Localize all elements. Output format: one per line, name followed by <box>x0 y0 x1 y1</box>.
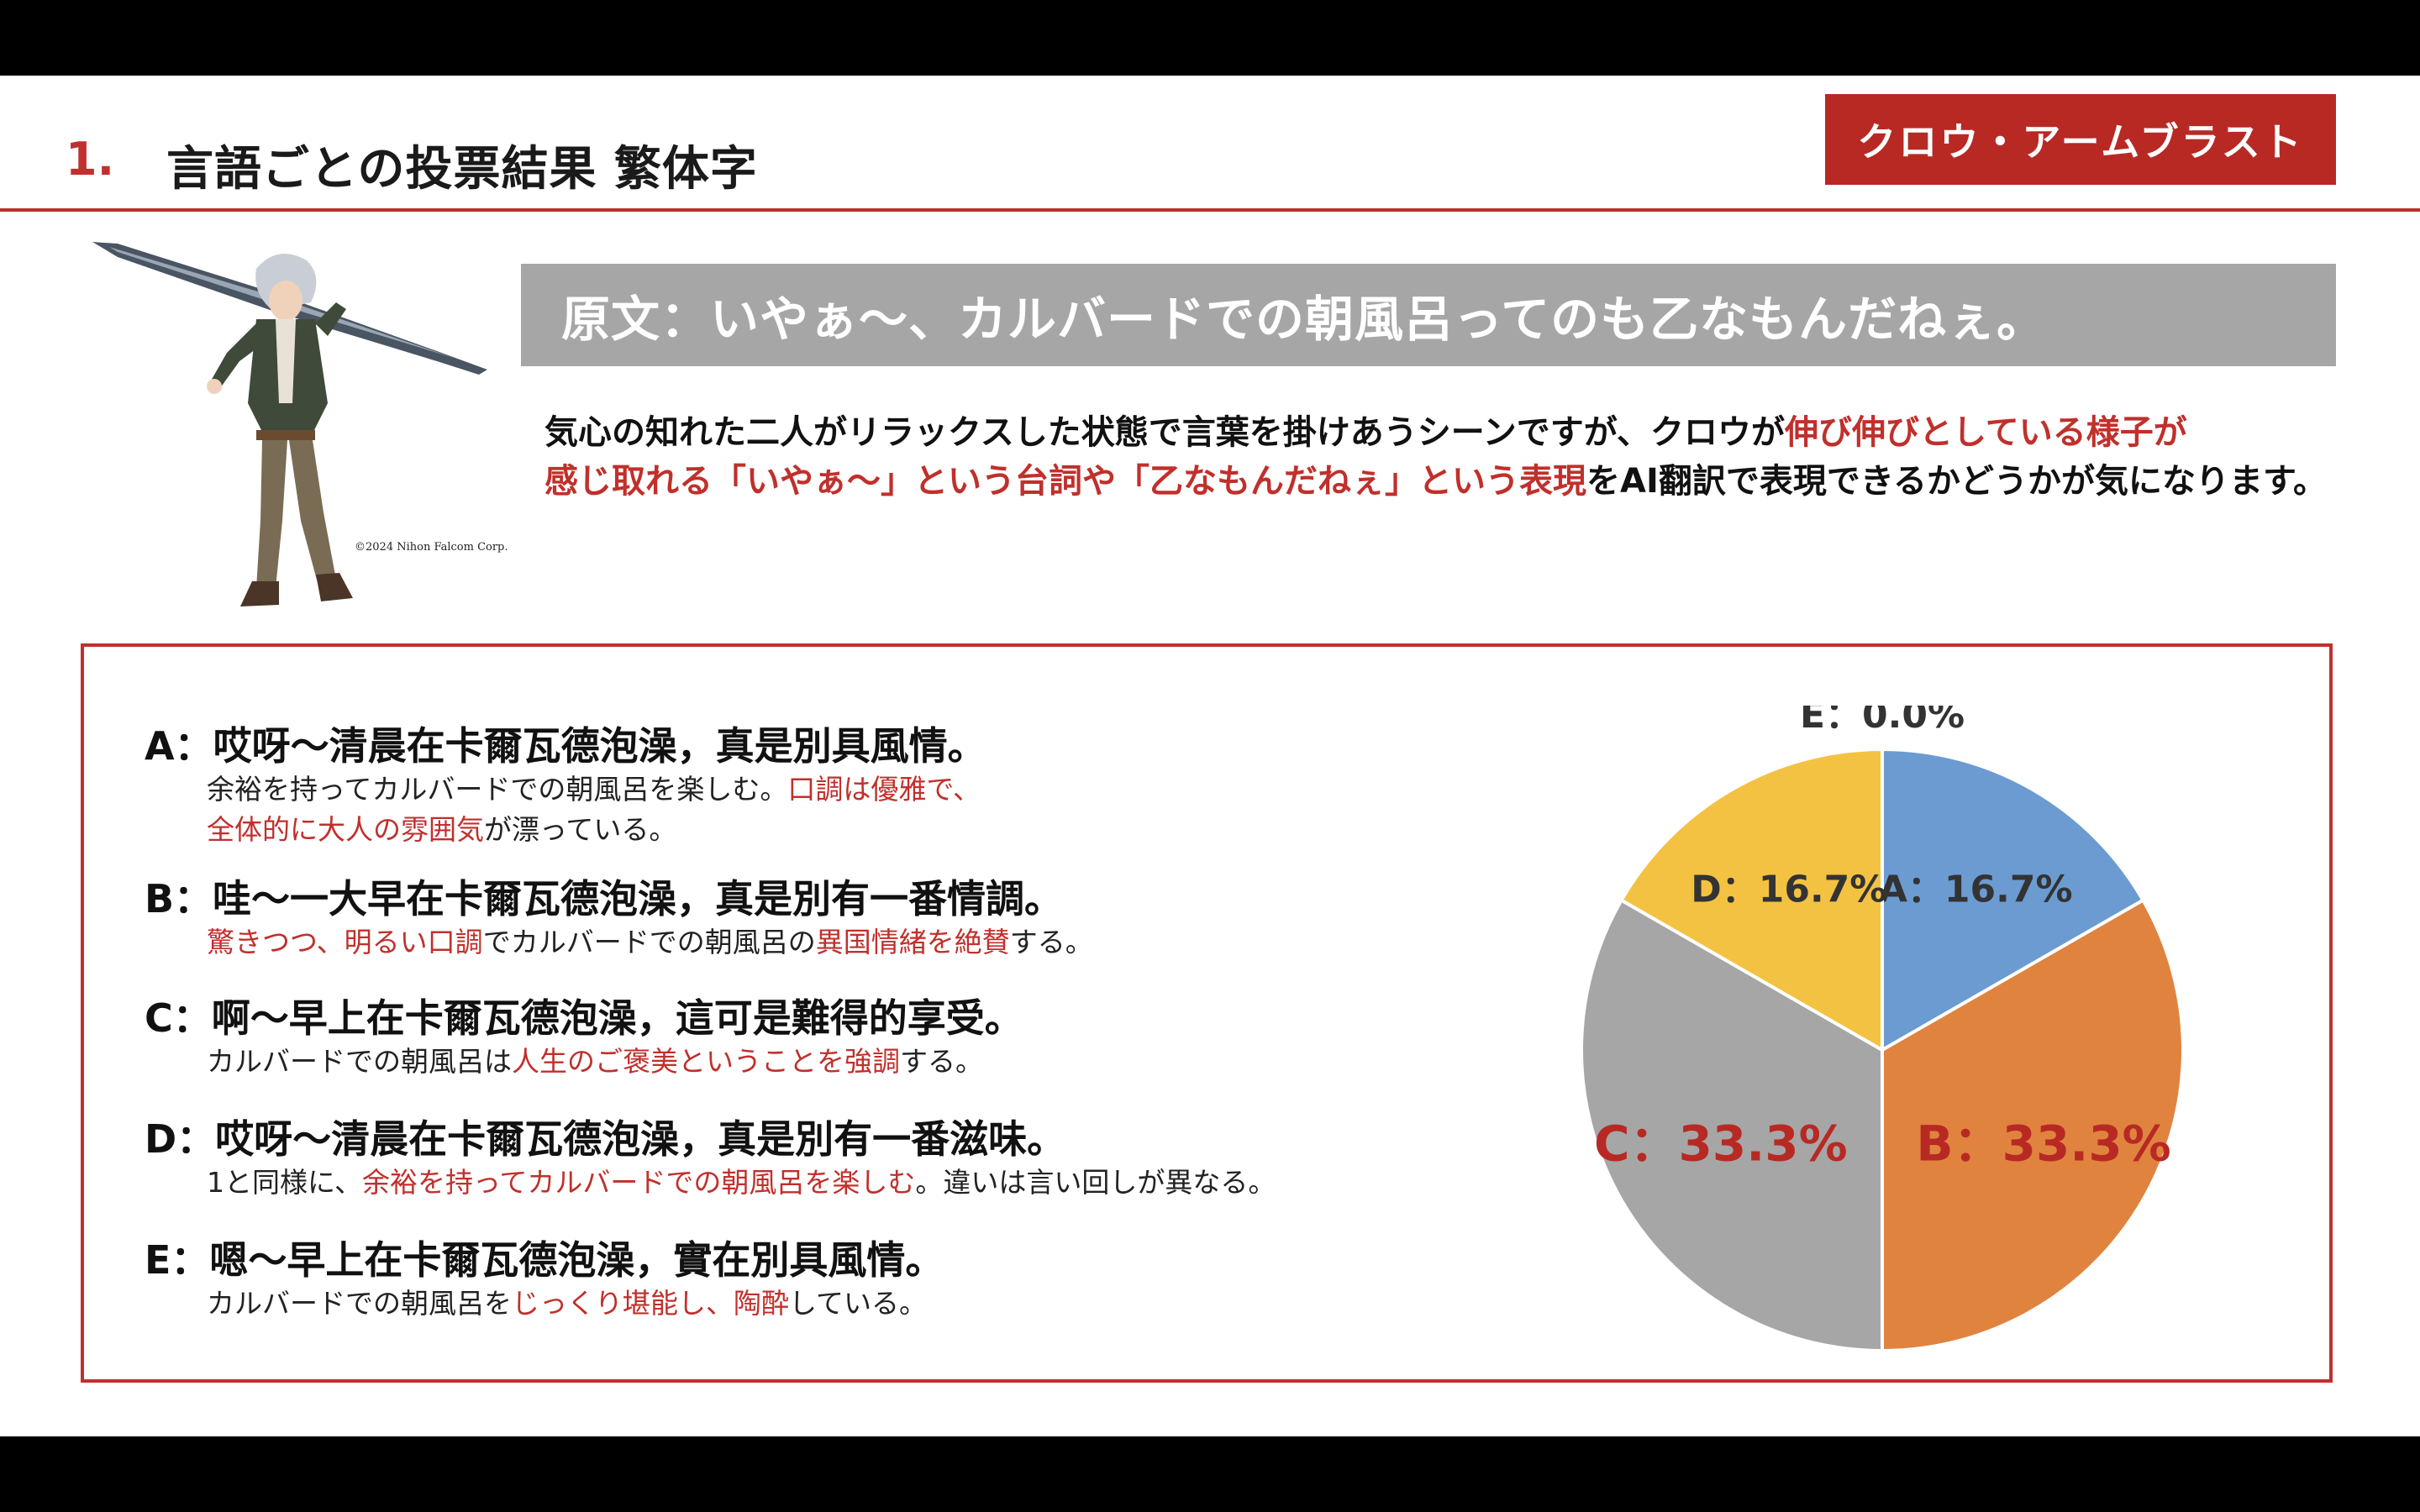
comment-highlight: 驚きつつ、明るい口調 <box>207 926 483 958</box>
description-line-1: 気心の知れた二人がリラックスした状態で言葉を掛けあうシーンですが、クロウが伸び伸… <box>544 408 2393 457</box>
description-text: をAI翻訳で表現できるかどうかが気になります。 <box>1586 462 2328 501</box>
option-c-translation: C：啊～早上在卡爾瓦德泡澡，這可是難得的享受。 <box>145 995 1023 1041</box>
copyright-notice: ©2024 Nihon Falcom Corp. <box>355 541 508 554</box>
option-a-translation: A：哎呀～清晨在卡爾瓦德泡澡，真是別具風情。 <box>145 723 986 769</box>
original-text: いやぁ～、カルバードでの朝風呂ってのも乙なもんだねぇ。 <box>710 291 2047 348</box>
comment-text: 。違いは言い回しが異なる。 <box>915 1166 1276 1199</box>
slice-b <box>1881 897 2185 1353</box>
comment-text: 1と同様に、 <box>207 1166 363 1199</box>
option-c-comment: カルバードでの朝風呂は人生のご褒美ということを強調する。 <box>207 1042 1489 1082</box>
original-label: 原文： <box>561 291 711 348</box>
description-highlight: 伸び伸びとしている様子が <box>1785 413 2187 452</box>
option-e: E：嗯～早上在卡爾瓦德泡澡，實在別具風情。 カルバードでの朝風呂をじっくり堪能し… <box>145 1236 1489 1324</box>
description-highlight: 感じ取れる「いやぁ～」という台詞や「乙なもんだねぇ」という表現 <box>544 462 1586 501</box>
comment-text: する。 <box>1009 926 1093 958</box>
comment-highlight: 異国情緒を絶賛 <box>815 926 1010 958</box>
original-text-banner: 原文： いやぁ～、カルバードでの朝風呂ってのも乙なもんだねぇ。 <box>521 264 2336 366</box>
header-divider <box>0 208 2420 212</box>
comment-highlight: じっくり堪能し、陶酔 <box>512 1287 789 1320</box>
description-line-2: 感じ取れる「いやぁ～」という台詞や「乙なもんだねぇ」という表現をAI翻訳で表現で… <box>544 457 2393 506</box>
vote-pie-chart: A：16.7% B：33.3% C：33.3% D：16.7% E：0.0% <box>1580 706 2185 1353</box>
option-b: B：哇～一大早在卡爾瓦德泡澡，真是別有一番情調。 驚きつつ、明るい口調でカルバー… <box>145 875 1489 963</box>
section-number: 1. <box>66 133 115 186</box>
character-name-badge: クロウ・アームブラスト <box>1825 94 2336 185</box>
option-d-translation: D：哎呀～清晨在卡爾瓦德泡澡，真是別有一番滋味。 <box>145 1116 1066 1162</box>
slice-a-label: A：16.7% <box>1879 868 2073 911</box>
comment-text: カルバードでの朝風呂は <box>207 1045 512 1078</box>
slice-e-label: E：0.0% <box>1800 706 1965 737</box>
option-a: A：哎呀～清晨在卡爾瓦德泡澡，真是別具風情。 余裕を持ってカルバードでの朝風呂を… <box>145 722 1489 850</box>
slide: 1. 言語ごとの投票結果 繁体字 クロウ・アームブラスト ©2024 Nihon… <box>0 76 2420 1436</box>
description-text: 気心の知れた二人がリラックスした状態で言葉を掛けあうシーンですが、クロウが <box>544 413 1785 452</box>
comment-highlight: 口調は優雅で、 <box>787 773 981 806</box>
slice-c-label: C：33.3% <box>1594 1115 1848 1172</box>
comment-text: 余裕を持ってカルバードでの朝風呂を楽しむ。 <box>207 773 788 806</box>
slice-d-label: D：16.7% <box>1691 868 1886 911</box>
description: 気心の知れた二人がリラックスした状態で言葉を掛けあうシーンですが、クロウが伸び伸… <box>544 408 2393 506</box>
slice-c <box>1580 897 1884 1353</box>
results-panel: A：哎呀～清晨在卡爾瓦德泡澡，真是別具風情。 余裕を持ってカルバードでの朝風呂を… <box>81 643 2333 1383</box>
option-e-comment: カルバードでの朝風呂をじっくり堪能し、陶酔している。 <box>207 1284 1489 1324</box>
option-b-comment: 驚きつつ、明るい口調でカルバードでの朝風呂の異国情緒を絶賛する。 <box>207 922 1489 963</box>
comment-text: する。 <box>900 1045 983 1078</box>
comment-text: している。 <box>789 1287 928 1320</box>
option-c: C：啊～早上在卡爾瓦德泡澡，這可是難得的享受。 カルバードでの朝風呂は人生のご褒… <box>145 995 1489 1082</box>
comment-text: が漂っている。 <box>484 813 677 846</box>
slice-a <box>1881 747 2146 1053</box>
option-a-comment: 余裕を持ってカルバードでの朝風呂を楽しむ。口調は優雅で、 全体的に大人の雰囲気が… <box>207 769 1489 850</box>
comment-text: カルバードでの朝風呂を <box>207 1287 512 1320</box>
option-d-comment: 1と同様に、余裕を持ってカルバードでの朝風呂を楽しむ。違いは言い回しが異なる。 <box>207 1163 1489 1203</box>
comment-highlight: 全体的に大人の雰囲気 <box>207 813 484 846</box>
character-illustration <box>92 242 487 606</box>
slice-b-label: B：33.3% <box>1916 1115 2170 1172</box>
slice-d <box>1618 747 1884 1053</box>
comment-text: でカルバードでの朝風呂の <box>482 926 816 958</box>
page-title: 言語ごとの投票結果 繁体字 <box>166 142 758 197</box>
option-b-translation: B：哇～一大早在卡爾瓦德泡澡，真是別有一番情調。 <box>145 876 1064 921</box>
comment-highlight: 人生のご褒美ということを強調 <box>512 1045 900 1078</box>
comment-highlight: 余裕を持ってカルバードでの朝風呂を楽しむ <box>362 1166 916 1199</box>
option-d: D：哎呀～清晨在卡爾瓦德泡澡，真是別有一番滋味。 1と同様に、余裕を持ってカルバ… <box>145 1116 1489 1203</box>
option-e-translation: E：嗯～早上在卡爾瓦德泡澡，實在別具風情。 <box>145 1237 944 1283</box>
